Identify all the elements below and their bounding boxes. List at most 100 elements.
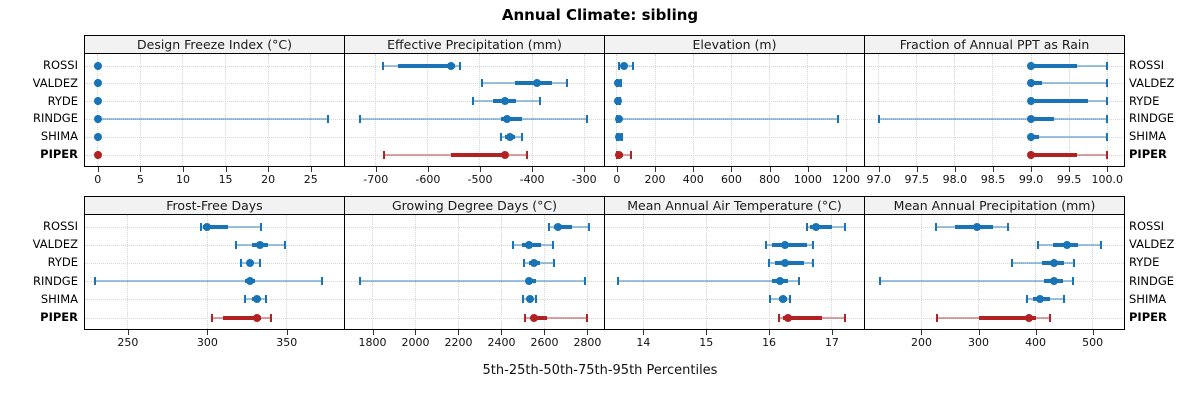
axis-tick	[807, 167, 809, 172]
whisker-cap-low	[1026, 295, 1029, 304]
whisker-cap-low	[934, 222, 937, 231]
panel-strip-frost-free-days: Frost-Free Days	[84, 196, 345, 214]
vertical-gridline	[878, 54, 880, 166]
horizontal-gridline	[345, 101, 604, 103]
median-dot	[93, 79, 102, 88]
site-label-right-rindge: RINDGE	[1129, 111, 1175, 126]
axis-tick	[921, 330, 923, 335]
axis-tick-label: 14	[636, 336, 651, 349]
whisker-cap-low	[211, 313, 214, 322]
median-dot	[93, 150, 102, 159]
axis-tick	[1092, 330, 1094, 335]
axis-tick	[1031, 167, 1033, 172]
median-dot	[93, 132, 102, 141]
horizontal-gridline	[85, 101, 344, 103]
panel-mean-annual-air-temperature-c	[604, 214, 865, 330]
whisker-cap-high	[1048, 313, 1051, 322]
whisker-line	[616, 153, 632, 156]
median-dot	[525, 277, 534, 286]
panel-axis-mean-annual-precipitation-mm: 200 300 400 500	[865, 330, 1124, 356]
median-dot	[1027, 114, 1036, 123]
axis-tick	[655, 167, 657, 172]
interquartile-bar	[531, 315, 547, 320]
interquartile-bar	[1031, 152, 1077, 157]
whisker-cap-low	[764, 240, 767, 249]
vertical-gridline	[1068, 54, 1070, 166]
axis-tick-label: 98.5	[980, 173, 1006, 186]
site-label-left-rindge: RINDGE	[32, 273, 78, 288]
whisker-cap-high	[459, 61, 462, 70]
interquartile-bar	[1031, 63, 1077, 68]
interquartile-bar	[1031, 81, 1043, 86]
vertical-gridline	[692, 54, 694, 166]
median-dot	[525, 240, 534, 249]
panel-strip-mean-annual-precipitation-mm: Mean Annual Precipitation (mm)	[864, 196, 1125, 214]
median-dot	[93, 61, 102, 70]
site-label-left-valdez: VALDEZ	[32, 75, 78, 90]
axis-tick	[375, 167, 377, 172]
axis-tick	[769, 167, 771, 172]
panel-strip-growing-degree-days-c: Growing Degree Days (°C)	[344, 196, 605, 214]
whisker-cap-low	[1010, 258, 1013, 267]
whisker-line	[616, 117, 839, 120]
site-label-right-shima: SHIMA	[1129, 129, 1167, 144]
horizontal-gridline	[605, 262, 864, 264]
interquartile-bar	[775, 260, 804, 265]
whisker-cap-low	[93, 277, 96, 286]
whisker-cap-low	[512, 240, 515, 249]
horizontal-gridline	[345, 317, 604, 319]
whisker-line	[360, 117, 587, 120]
horizontal-gridline	[345, 118, 604, 120]
site-label-left-rindge: RINDGE	[32, 111, 78, 126]
vertical-gridline	[1030, 54, 1032, 166]
horizontal-gridline	[85, 83, 344, 85]
whisker-cap-high	[812, 240, 815, 249]
site-label-right-rossi: ROSSI	[1129, 219, 1165, 233]
interquartile-bar	[223, 315, 262, 320]
axis-tick-label: 300	[196, 336, 218, 349]
axis-tick-label: 15	[699, 336, 714, 349]
horizontal-gridline	[345, 281, 604, 283]
horizontal-gridline	[865, 136, 1124, 138]
whisker-line	[618, 280, 799, 283]
vertical-gridline	[182, 54, 184, 166]
median-dot	[503, 114, 512, 123]
median-dot	[778, 295, 787, 304]
whisker-cap-high	[535, 295, 538, 304]
median-dot	[500, 97, 509, 106]
panel-mean-annual-precipitation-mm	[864, 214, 1125, 330]
whisker-cap-high	[812, 258, 815, 267]
site-label-right-valdez: VALDEZ	[1129, 75, 1175, 90]
whisker-line	[878, 117, 1108, 120]
horizontal-gridline	[605, 136, 864, 138]
axis-tick-label: 400	[1025, 336, 1047, 349]
vertical-gridline	[807, 54, 809, 166]
axis-tick-label: 98.0	[942, 173, 968, 186]
vertical-gridline	[427, 54, 429, 166]
whisker-cap-high	[797, 277, 800, 286]
vertical-gridline	[705, 215, 707, 329]
axis-tick-label: 300	[968, 336, 990, 349]
median-dot	[615, 114, 624, 123]
axis-tick	[207, 330, 209, 335]
median-dot	[530, 313, 539, 322]
axis-tick	[127, 330, 129, 335]
axis-tick-label: -600	[415, 173, 441, 186]
whisker-cap-low	[768, 258, 771, 267]
axis-tick	[268, 167, 270, 172]
vertical-gridline	[1035, 215, 1037, 329]
median-dot	[1036, 295, 1045, 304]
whisker-cap-low	[358, 277, 361, 286]
axis-tick-label: 2600	[530, 336, 559, 349]
vertical-gridline	[372, 215, 373, 329]
whisker-cap-high	[585, 114, 588, 123]
whisker-line	[200, 225, 262, 228]
vertical-gridline	[583, 54, 585, 166]
axis-tick	[458, 330, 460, 335]
horizontal-gridline	[865, 299, 1124, 301]
whisker-line	[1031, 135, 1108, 138]
panel-axis-fraction-of-annual-ppt-as-rain: 97.0 97.5 98.0 98.5 99.0 99.5 100.0	[865, 167, 1124, 193]
whisker-line	[94, 280, 322, 283]
whisker-cap-low	[381, 61, 384, 70]
panel-axis-elevation-m: 0 200 400 600 800 1000 1200	[605, 167, 864, 193]
